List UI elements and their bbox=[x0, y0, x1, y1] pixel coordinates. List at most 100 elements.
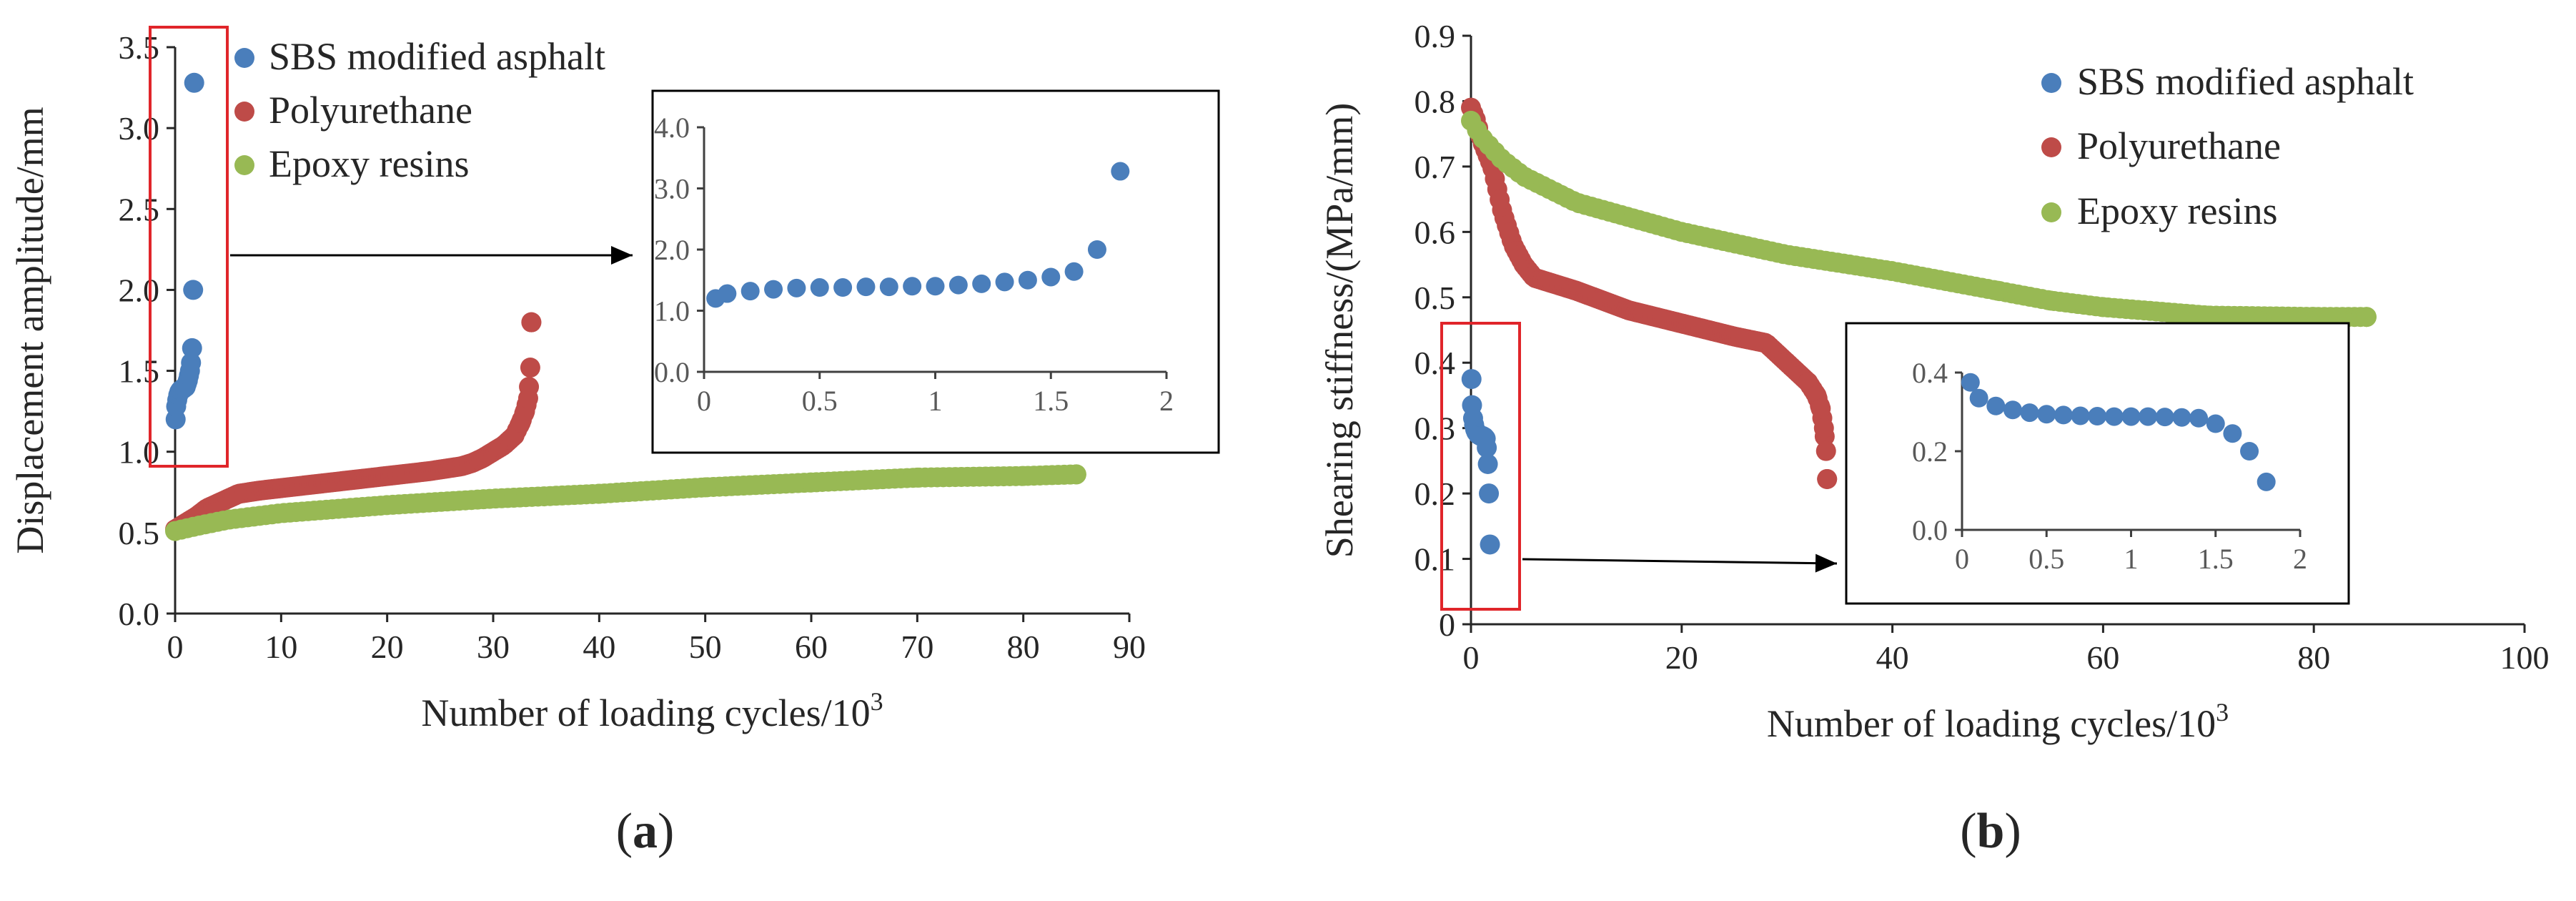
y-tick-label: 1.0 bbox=[119, 434, 160, 471]
data-point bbox=[182, 338, 202, 358]
y-tick-label: 0.0 bbox=[119, 596, 160, 632]
legend-label: SBS modified asphalt bbox=[2077, 60, 2414, 103]
legend-marker bbox=[234, 48, 254, 68]
data-point bbox=[1815, 440, 1836, 461]
inset-data-point bbox=[1064, 262, 1084, 281]
data-point bbox=[1988, 280, 2008, 301]
data-point bbox=[1813, 418, 1834, 438]
data-point bbox=[1477, 453, 1498, 474]
panel-label-letter: a bbox=[633, 804, 658, 859]
series-epoxy bbox=[165, 464, 1086, 541]
panel-label-open: ( bbox=[616, 804, 633, 859]
series-sbs bbox=[1461, 369, 1500, 555]
data-point bbox=[1810, 398, 1831, 419]
data-point bbox=[1817, 468, 1838, 489]
inset-y-tick-label: 0.2 bbox=[1912, 435, 1948, 468]
inset-y-tick-label: 0.0 bbox=[1912, 514, 1948, 546]
panel-label-close: ) bbox=[658, 804, 674, 859]
inset-data-point bbox=[2189, 408, 2209, 428]
inset-x-tick-label: 1.5 bbox=[2198, 543, 2234, 575]
inset-data-point bbox=[1018, 270, 1037, 290]
x-axis-label: Number of loading cycles/103 bbox=[421, 687, 883, 734]
y-tick-label: 0.5 bbox=[1415, 280, 1456, 316]
panel-label-letter: b bbox=[1977, 804, 2005, 859]
inset-data-point bbox=[764, 280, 783, 299]
legend-label: Epoxy resins bbox=[2077, 189, 2277, 232]
legend-label: Polyurethane bbox=[2077, 124, 2281, 167]
inset-data-point bbox=[2121, 407, 2141, 426]
inset-x-tick-label: 1 bbox=[2124, 543, 2139, 575]
x-tick-label: 10 bbox=[264, 629, 297, 665]
data-point bbox=[1461, 369, 1482, 390]
arrow-head bbox=[1815, 553, 1837, 573]
y-tick-label: 0.3 bbox=[1415, 410, 1456, 447]
inset-chart: 0.0 1.0 2.0 3.0 4.0 0 0.5 1 1.5 2 bbox=[651, 89, 1220, 454]
inset-frame bbox=[651, 89, 1220, 454]
x-tick-label: 90 bbox=[1113, 629, 1146, 665]
legend: SBS modified asphalt Polyurethane Epoxy re… bbox=[234, 35, 605, 185]
inset-data-point bbox=[2104, 407, 2124, 426]
inset-y-tick-label: 0.4 bbox=[1912, 357, 1948, 389]
x-tick-label: 50 bbox=[689, 629, 722, 665]
x-axis-label-superscript: 3 bbox=[871, 687, 883, 716]
legend-marker bbox=[2041, 73, 2061, 93]
inset-y-tick-label: 4.0 bbox=[654, 112, 690, 144]
inset-data-point bbox=[2054, 405, 2073, 425]
data-point bbox=[2356, 307, 2377, 328]
inset-data-point bbox=[1041, 267, 1061, 287]
inset-x-tick-label: 1 bbox=[928, 385, 943, 417]
data-point bbox=[2304, 307, 2324, 328]
y-tick-label: 0.5 bbox=[119, 515, 160, 551]
data-point bbox=[183, 280, 204, 300]
arrow-line bbox=[1522, 558, 1838, 565]
y-tick-label: 1.5 bbox=[119, 353, 160, 390]
chart-panel-a: 0.00.51.01.52.02.53.03.50 10 20 30 40 50 60 70 8… bbox=[9, 26, 1220, 859]
x-tick-label: 30 bbox=[477, 629, 510, 665]
inset-data-point bbox=[810, 278, 829, 297]
inset-data-point bbox=[2020, 403, 2039, 423]
highlight-box bbox=[149, 26, 229, 468]
inset-x-tick-label: 0.5 bbox=[2028, 543, 2064, 575]
data-point bbox=[2093, 297, 2114, 317]
inset-data-point bbox=[2071, 406, 2090, 425]
inset-y-tick-label: 3.0 bbox=[654, 173, 690, 205]
y-tick-label: 3.5 bbox=[119, 29, 160, 66]
y-tick-label: 3.0 bbox=[119, 110, 160, 147]
inset-data-point bbox=[2003, 400, 2022, 420]
data-point bbox=[1066, 464, 1086, 485]
data-point bbox=[521, 312, 542, 333]
x-tick-label: 70 bbox=[901, 629, 933, 665]
inset-data-point bbox=[1087, 240, 1106, 259]
inset-data-point bbox=[787, 278, 806, 297]
inset-data-point bbox=[2257, 472, 2276, 491]
panel-label-open: ( bbox=[1960, 804, 1976, 859]
inset-x-tick-label: 0 bbox=[1955, 543, 1969, 575]
chart-panel-b: 00.10.20.30.40.50.60.70.80.90 20 40 60 80 100… bbox=[1318, 18, 2550, 859]
data-point bbox=[801, 472, 821, 493]
y-tick-label: 0.7 bbox=[1415, 149, 1456, 185]
data-point bbox=[589, 483, 610, 504]
inset-data-point bbox=[740, 282, 760, 301]
data-point bbox=[1480, 534, 1500, 555]
legend-marker bbox=[234, 155, 254, 175]
data-point bbox=[517, 388, 538, 409]
inset-data-point bbox=[995, 272, 1014, 292]
x-tick-label: 60 bbox=[2086, 639, 2119, 676]
series-polyurethane bbox=[165, 312, 542, 540]
y-tick-label: 0.8 bbox=[1415, 83, 1456, 119]
series-epoxy bbox=[1461, 110, 2377, 328]
arrow-head bbox=[611, 246, 633, 265]
inset-data-point bbox=[2206, 414, 2225, 433]
data-point bbox=[1477, 438, 1497, 458]
x-tick-label: 20 bbox=[371, 629, 404, 665]
inset-data-point bbox=[2172, 408, 2191, 427]
data-point bbox=[695, 477, 715, 498]
inset-data-point bbox=[2223, 424, 2242, 443]
x-axis-label-text: Number of loading cycles/10 bbox=[421, 691, 870, 734]
data-point bbox=[1013, 466, 1034, 486]
panel-label: (a) bbox=[616, 804, 675, 859]
inset-data-point bbox=[879, 277, 898, 297]
y-tick-label: 0.2 bbox=[1415, 476, 1456, 512]
data-point bbox=[2198, 305, 2219, 326]
